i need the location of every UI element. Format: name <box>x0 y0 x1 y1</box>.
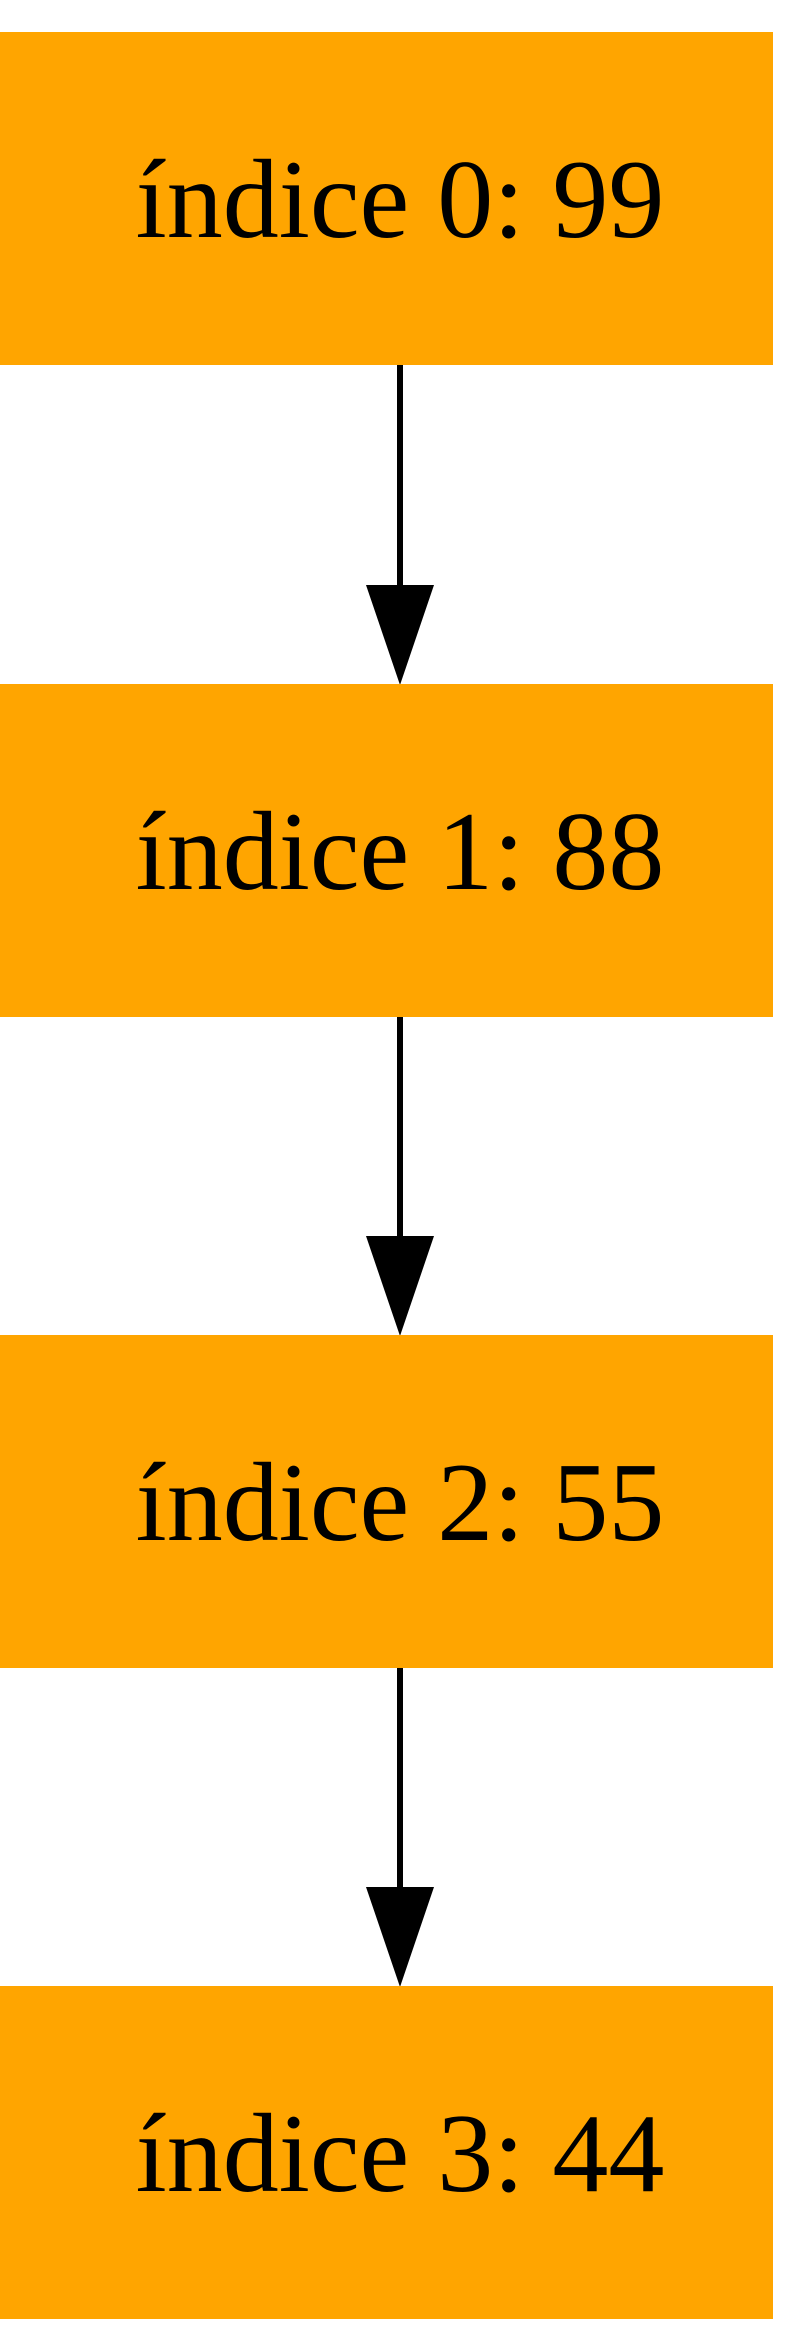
edges <box>366 365 434 1987</box>
node-box <box>0 1335 773 1668</box>
node-label: índice 0: 99 <box>136 138 665 262</box>
node-index-0: índice 0: 99 <box>0 32 773 365</box>
arrowhead <box>366 585 434 685</box>
edge-2-3 <box>366 1668 434 1987</box>
node-index-2: índice 2: 55 <box>0 1335 773 1668</box>
edge-1-2 <box>366 1017 434 1336</box>
nodes: índice 0: 99 índice 1: 88 índice 2: 55 í… <box>0 32 773 2319</box>
node-label: índice 1: 88 <box>136 790 665 914</box>
node-index-3: índice 3: 44 <box>0 1986 773 2319</box>
node-index-1: índice 1: 88 <box>0 684 773 1017</box>
node-box <box>0 684 773 1017</box>
arrowhead <box>366 1236 434 1336</box>
node-box <box>0 32 773 365</box>
node-label: índice 3: 44 <box>136 2092 665 2216</box>
arrowhead <box>366 1887 434 1987</box>
node-box <box>0 1986 773 2319</box>
node-label: índice 2: 55 <box>136 1441 665 1565</box>
edge-0-1 <box>366 365 434 685</box>
